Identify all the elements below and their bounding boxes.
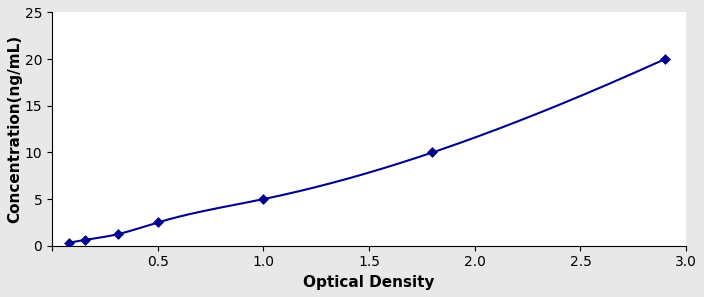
- Point: [113, 232, 124, 236]
- Y-axis label: Concentration(ng/mL): Concentration(ng/mL): [7, 35, 22, 223]
- Point: [427, 150, 438, 155]
- Point: [63, 241, 74, 245]
- Point: [80, 238, 91, 242]
- Point: [660, 57, 671, 61]
- Point: [152, 220, 163, 225]
- Point: [258, 197, 269, 201]
- X-axis label: Optical Density: Optical Density: [303, 275, 435, 290]
